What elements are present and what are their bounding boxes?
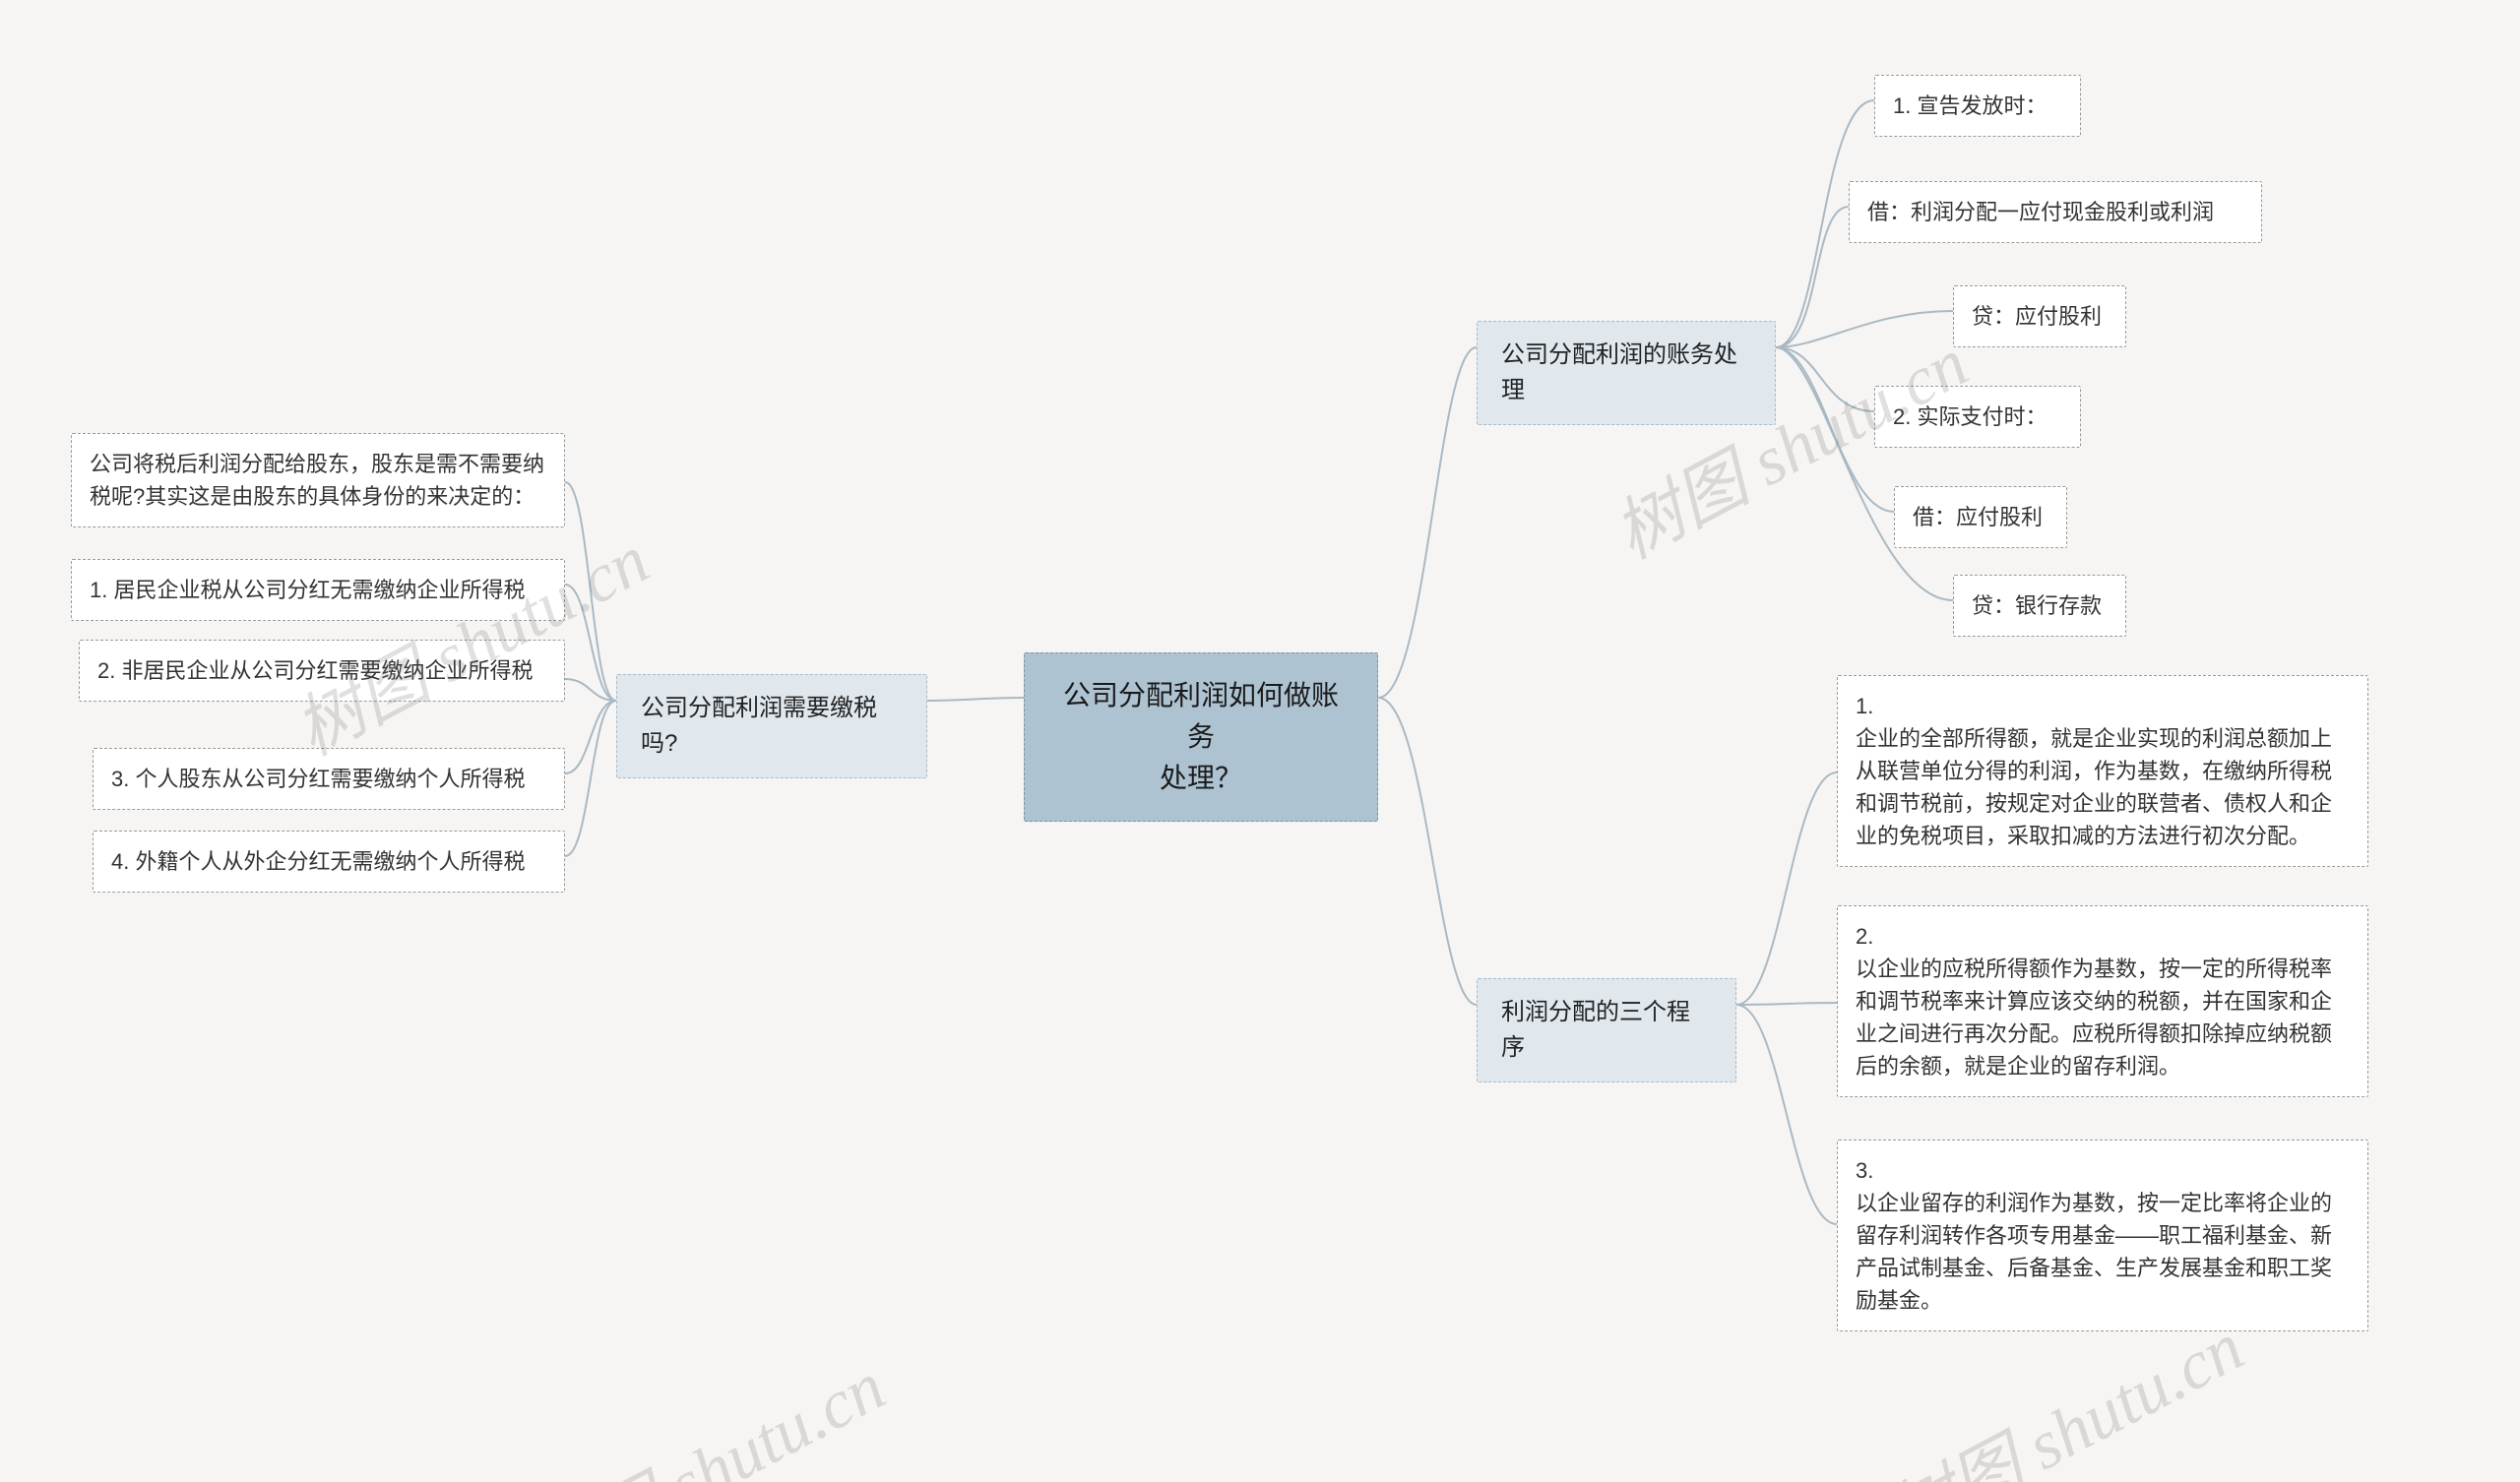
leaf-r0-2: 贷：应付股利 bbox=[1953, 285, 2126, 347]
leaf-left-0: 公司将税后利润分配给股东，股东是需不需要纳税呢?其实这是由股东的具体身份的来决定… bbox=[71, 433, 565, 527]
leaf-r0-5: 贷：银行存款 bbox=[1953, 575, 2126, 637]
leaf-r1-2: 3. 以企业留存的利润作为基数，按一定比率将企业的留存利润转作各项专用基金——职… bbox=[1837, 1140, 2368, 1331]
left-branch: 公司分配利润需要缴税吗? bbox=[616, 674, 927, 778]
leaf-left-1: 1. 居民企业税从公司分红无需缴纳企业所得税 bbox=[71, 559, 565, 621]
leaf-r1-0: 1. 企业的全部所得额，就是企业实现的利润总额加上从联营单位分得的利润，作为基数… bbox=[1837, 675, 2368, 867]
leaf-left-2: 2. 非居民企业从公司分红需要缴纳企业所得税 bbox=[79, 640, 565, 702]
center-node: 公司分配利润如何做账务 处理？ bbox=[1024, 652, 1378, 822]
leaf-left-3: 3. 个人股东从公司分红需要缴纳个人所得税 bbox=[93, 748, 565, 810]
leaf-r0-4: 借：应付股利 bbox=[1894, 486, 2067, 548]
leaf-r1-1: 2. 以企业的应税所得额作为基数，按一定的所得税率和调节税率来计算应该交纳的税额… bbox=[1837, 905, 2368, 1097]
right-branch-1: 利润分配的三个程序 bbox=[1477, 978, 1736, 1082]
mindmap-canvas: 公司分配利润如何做账务 处理？ 公司分配利润需要缴税吗? 公司将税后利润分配给股… bbox=[0, 0, 2520, 1482]
watermark-2: 树图 shutu.cn bbox=[511, 1332, 899, 1482]
right-branch-0: 公司分配利润的账务处理 bbox=[1477, 321, 1776, 425]
leaf-r0-1: 借：利润分配一应付现金股利或利润 bbox=[1849, 181, 2262, 243]
leaf-r0-3: 2. 实际支付时： bbox=[1874, 386, 2081, 448]
leaf-r0-0: 1. 宣告发放时： bbox=[1874, 75, 2081, 137]
leaf-left-4: 4. 外籍个人从外企分红无需缴纳个人所得税 bbox=[93, 831, 565, 893]
